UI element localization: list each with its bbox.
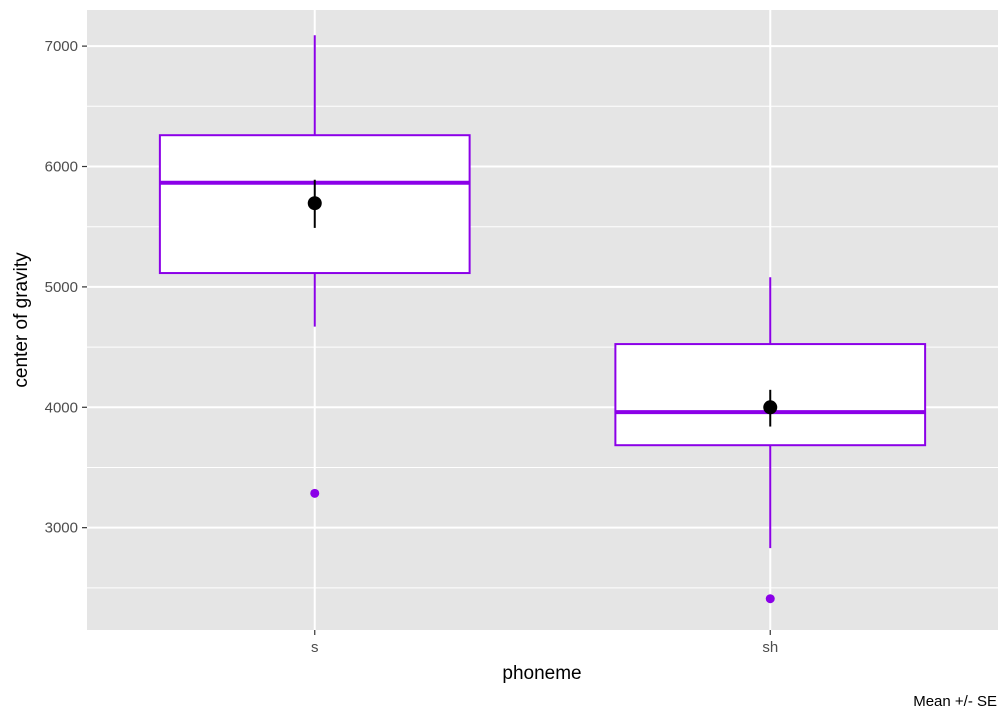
y-axis-title: center of gravity: [11, 252, 32, 388]
y-tick-label: 7000: [45, 38, 78, 55]
y-tick-label: 3000: [45, 520, 78, 537]
outlier-point: [310, 488, 320, 498]
y-tick-label: 6000: [45, 159, 78, 176]
x-tick-label: s: [311, 639, 319, 656]
y-tick-label: 4000: [45, 399, 78, 416]
outlier-point: [765, 594, 775, 604]
chart-caption: Mean +/- SE: [913, 693, 997, 710]
mean-point: [763, 400, 778, 415]
boxes-layer: [158, 35, 927, 604]
x-tick-label: sh: [762, 639, 778, 656]
y-tick-label: 5000: [45, 279, 78, 296]
mean-point: [307, 196, 322, 211]
x-axis-ticks: s sh: [311, 630, 778, 656]
major-gridlines: [87, 45, 998, 529]
panel-background: [87, 10, 998, 630]
x-axis-title: phoneme: [502, 663, 581, 684]
box-s: [158, 35, 471, 498]
box-sh: [614, 277, 927, 604]
y-axis-ticks: 3000 4000 5000 6000 7000: [45, 38, 87, 537]
